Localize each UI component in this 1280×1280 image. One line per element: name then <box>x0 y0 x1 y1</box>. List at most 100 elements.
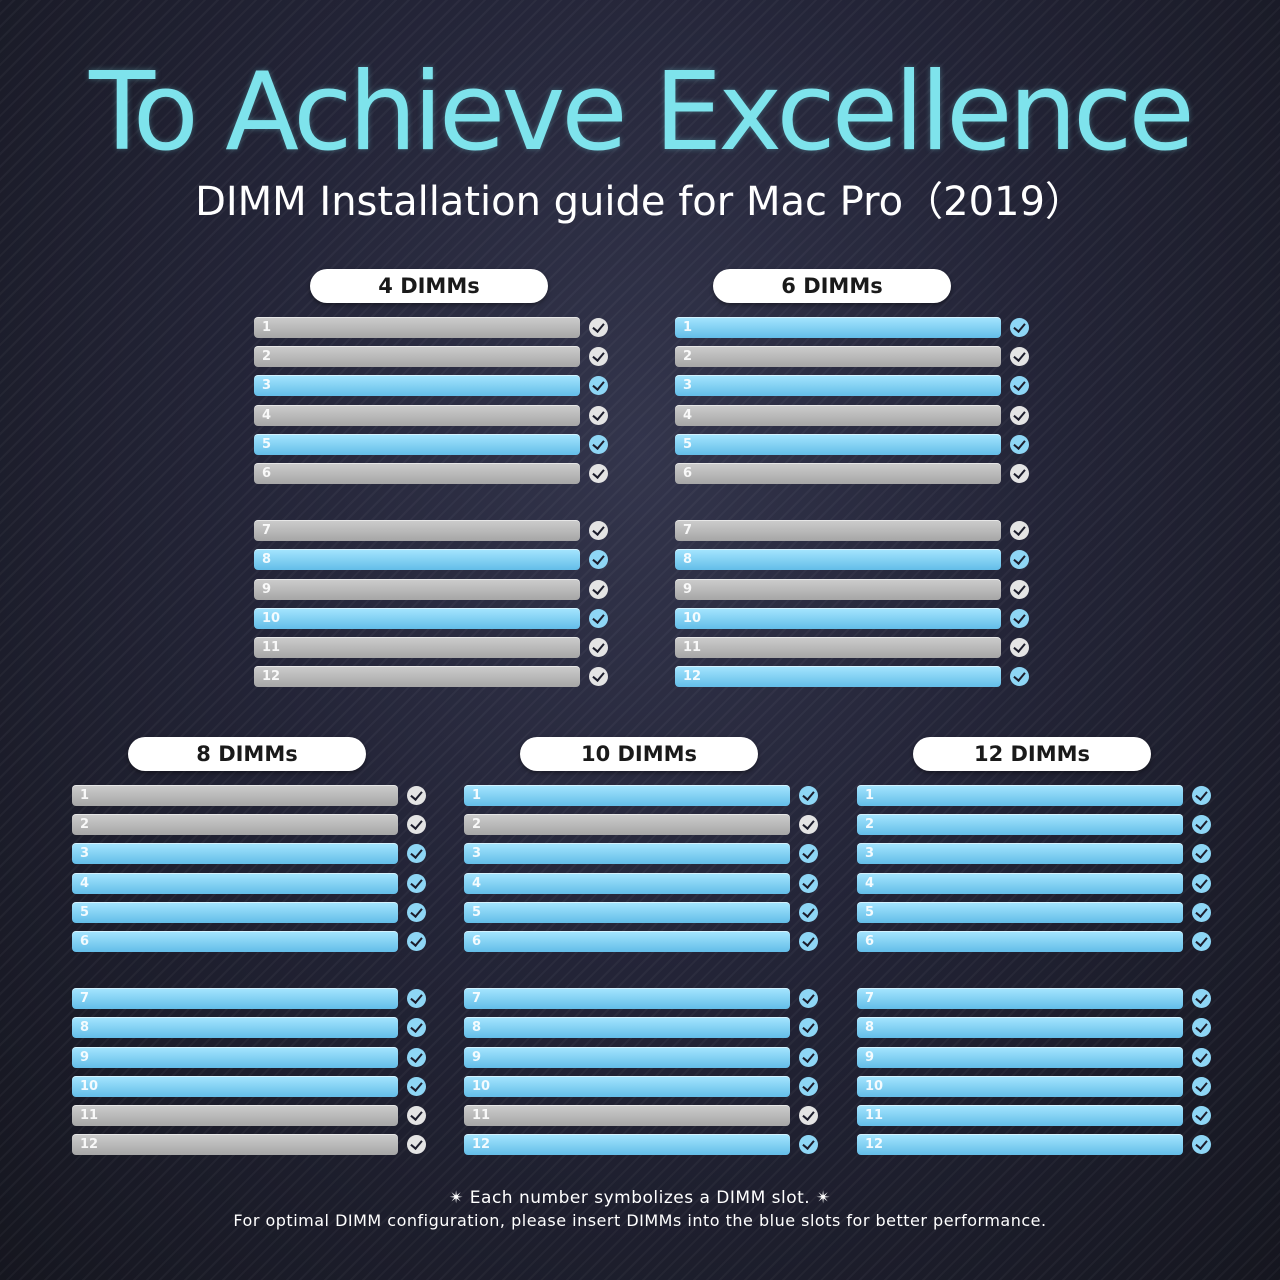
slot-bar-blue: 3 <box>72 843 398 865</box>
slot-bar-blue: 3 <box>857 843 1183 865</box>
check-circle-icon <box>1192 1018 1211 1038</box>
slot-number: 11 <box>865 1108 884 1123</box>
slot-number: 5 <box>865 904 875 920</box>
slot-bar-blue: 3 <box>464 843 790 865</box>
slot-number: 10 <box>683 610 702 626</box>
check-circle-icon <box>1192 873 1211 893</box>
check-circle-icon <box>799 786 818 805</box>
slot-number: 12 <box>262 669 281 685</box>
slot-bar-blue: 8 <box>857 1017 1183 1039</box>
check-circle-icon <box>589 550 608 570</box>
check-circle-icon <box>1010 405 1029 425</box>
slot-number: 4 <box>80 875 90 891</box>
slot-bar-blue: 12 <box>675 666 1001 688</box>
slot-bar-blue: 12 <box>857 1134 1183 1156</box>
dimm-slot: 8 <box>675 549 1035 571</box>
dimm-slot: 11 <box>254 637 614 658</box>
check-circle-icon <box>1192 1135 1211 1155</box>
check-circle-icon <box>1010 376 1029 396</box>
config-label: 8 DIMMs <box>128 737 366 771</box>
slot-number: 2 <box>865 817 875 833</box>
slot-number: 1 <box>865 788 875 803</box>
slot-bar-blue: 9 <box>464 1046 790 1068</box>
slot-number: 11 <box>683 640 702 655</box>
slot-number: 5 <box>683 436 693 452</box>
slot-bar-blue: 6 <box>857 931 1183 952</box>
slot-number: 8 <box>80 1020 90 1036</box>
slot-bar-blue: 10 <box>464 1075 790 1097</box>
slot-bar-blue: 4 <box>464 872 790 894</box>
dimm-slot: 3 <box>857 843 1217 865</box>
dimm-slot: 12 <box>254 666 614 688</box>
slot-number: 2 <box>80 817 90 833</box>
slot-bar-gray: 2 <box>72 814 398 836</box>
slot-bar-gray: 2 <box>464 814 790 836</box>
check-circle-icon <box>1010 579 1029 599</box>
check-circle-icon <box>589 434 608 454</box>
check-circle-icon <box>799 1076 818 1096</box>
slot-number: 11 <box>472 1108 491 1123</box>
check-circle-icon <box>1192 815 1211 835</box>
dimm-slot: 10 <box>464 1075 824 1097</box>
dimm-slot: 5 <box>857 901 1217 923</box>
check-circle-icon <box>407 873 426 893</box>
slot-number: 6 <box>865 934 875 949</box>
slot-number: 4 <box>865 875 875 891</box>
config-label: 4 DIMMs <box>310 269 548 303</box>
slot-bar-blue: 8 <box>72 1017 398 1039</box>
dimm-slot: 1 <box>857 785 1217 806</box>
dimm-slot: 12 <box>857 1134 1217 1156</box>
dimm-slot: 12 <box>675 666 1035 688</box>
slot-bar-blue: 5 <box>72 901 398 923</box>
slot-number: 9 <box>472 1049 482 1065</box>
dimm-slot: 5 <box>464 901 824 923</box>
slot-bar-blue: 6 <box>464 931 790 952</box>
slot-bar-blue: 4 <box>857 872 1183 894</box>
config-label: 10 DIMMs <box>520 737 758 771</box>
slot-bar-blue: 3 <box>254 375 580 397</box>
slot-bar-blue: 5 <box>464 901 790 923</box>
slot-number: 9 <box>865 1049 875 1065</box>
check-circle-icon <box>1010 667 1029 687</box>
check-circle-icon <box>799 1106 818 1125</box>
dimm-slot: 3 <box>72 843 432 865</box>
dimm-slot: 3 <box>464 843 824 865</box>
page-title: To Achieve Excellence <box>89 50 1195 175</box>
slot-number: 2 <box>472 817 482 833</box>
slot-number: 1 <box>472 788 482 803</box>
slot-bar-blue: 5 <box>857 901 1183 923</box>
check-circle-icon <box>589 405 608 425</box>
slot-bar-blue: 8 <box>675 549 1001 571</box>
check-circle-icon <box>1010 318 1029 337</box>
check-circle-icon <box>1010 434 1029 454</box>
check-circle-icon <box>1192 902 1211 922</box>
dimm-slot: 10 <box>675 607 1035 629</box>
check-circle-icon <box>1192 1076 1211 1096</box>
slot-bar-blue: 7 <box>72 988 398 1010</box>
check-circle-icon <box>589 376 608 396</box>
dimm-slot: 2 <box>675 346 1035 368</box>
slot-bar-blue: 1 <box>675 317 1001 338</box>
check-circle-icon <box>589 667 608 687</box>
check-circle-icon <box>1010 347 1029 367</box>
dimm-slot: 7 <box>72 988 432 1010</box>
dimm-slot: 8 <box>857 1017 1217 1039</box>
dimm-slot: 7 <box>675 520 1035 542</box>
slot-bar-gray: 11 <box>464 1105 790 1126</box>
dimm-slot: 10 <box>72 1075 432 1097</box>
slot-bar-gray: 9 <box>675 578 1001 600</box>
slot-number: 6 <box>683 466 693 481</box>
check-circle-icon <box>799 1047 818 1067</box>
check-circle-icon <box>1192 1106 1211 1125</box>
check-circle-icon <box>1010 608 1029 628</box>
dimm-slot: 10 <box>857 1075 1217 1097</box>
config-label: 6 DIMMs <box>713 269 951 303</box>
config-label: 12 DIMMs <box>913 737 1151 771</box>
slot-number: 9 <box>262 581 272 597</box>
slot-bar-blue: 6 <box>72 931 398 952</box>
dimm-slot: 9 <box>254 578 614 600</box>
dimm-slot: 11 <box>464 1105 824 1126</box>
slot-bar-blue: 2 <box>857 814 1183 836</box>
dimm-slot: 10 <box>254 607 614 629</box>
slot-number: 11 <box>80 1108 99 1123</box>
